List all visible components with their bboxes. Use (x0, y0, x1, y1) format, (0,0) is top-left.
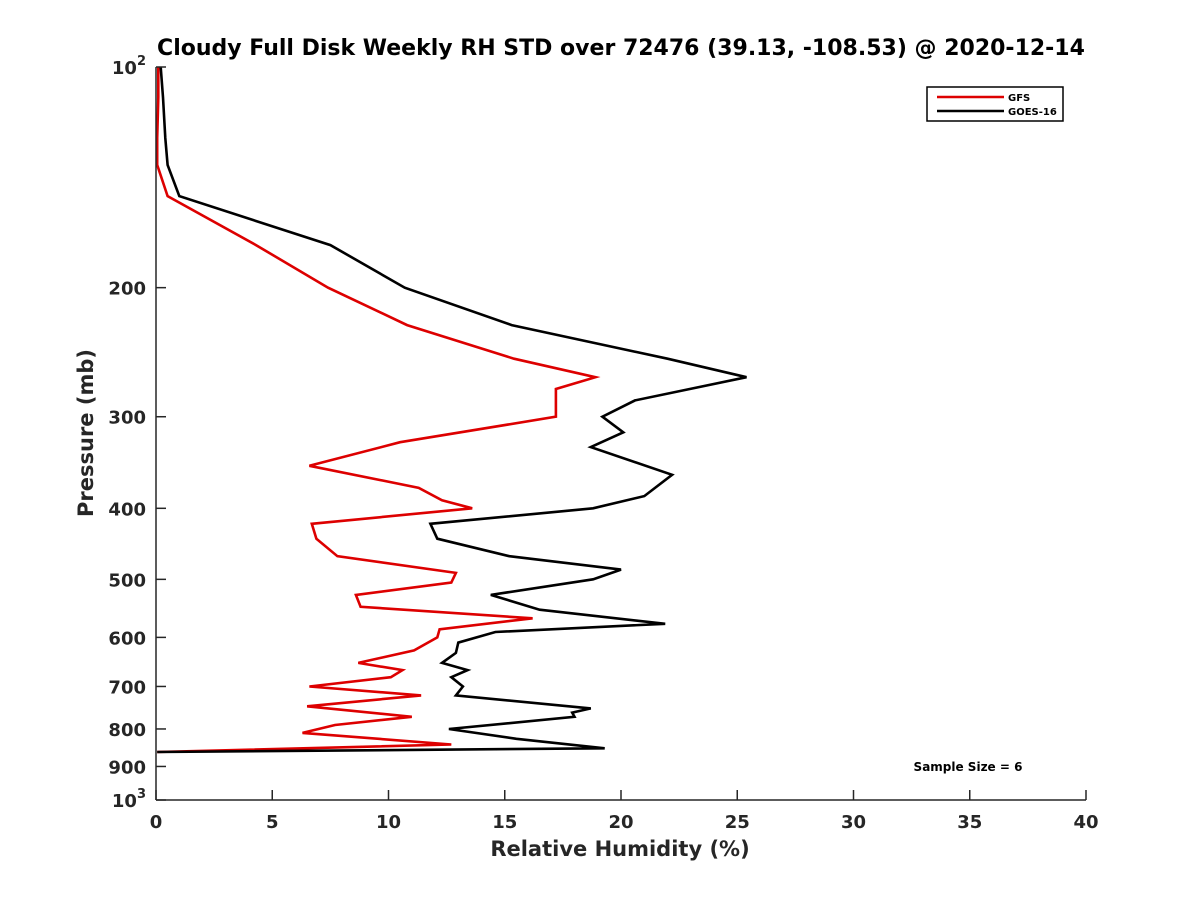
x-tick-label: 25 (725, 812, 750, 833)
series-line-gfs (155, 67, 601, 754)
legend: GFS GOES-16 (926, 86, 1064, 122)
x-tick-label: 30 (841, 812, 866, 833)
y-tick-label: 103 (112, 787, 146, 812)
y-tick-label: 500 (108, 570, 146, 591)
x-tick-label: 5 (266, 812, 279, 833)
x-tick-label: 35 (957, 812, 982, 833)
y-tick-label: 800 (108, 720, 146, 741)
x-tick-label: 15 (492, 812, 517, 833)
x-tick-label: 20 (608, 812, 633, 833)
y-tick-label: 700 (108, 677, 146, 698)
sample-size-annotation: Sample Size = 6 (914, 760, 1023, 774)
y-tick-label: 200 (108, 279, 146, 300)
legend-label-goes16: GOES-16 (1008, 107, 1057, 118)
y-axis-label: Pressure (mb) (74, 349, 98, 517)
y-tick-label: 600 (108, 628, 146, 649)
x-axis-label: Relative Humidity (%) (490, 837, 749, 861)
x-tick-label: 0 (150, 812, 163, 833)
y-tick-label: 400 (108, 499, 146, 520)
y-tick-label: 300 (108, 408, 146, 429)
x-tick-label: 10 (376, 812, 401, 833)
x-axis: 0 5 10 15 20 25 30 35 40 (150, 790, 1099, 833)
y-tick-label: 900 (108, 757, 146, 778)
legend-label-gfs: GFS (1008, 93, 1030, 104)
series-line-goes16 (157, 66, 747, 754)
chart-title: Cloudy Full Disk Weekly RH STD over 7247… (157, 36, 1085, 61)
y-tick-label: 102 (112, 54, 146, 79)
legend-box (926, 86, 1064, 122)
plot-area (155, 66, 747, 754)
y-axis: 102 200 300 400 500 600 700 800 900 103 (108, 54, 166, 812)
x-tick-label: 40 (1073, 812, 1098, 833)
